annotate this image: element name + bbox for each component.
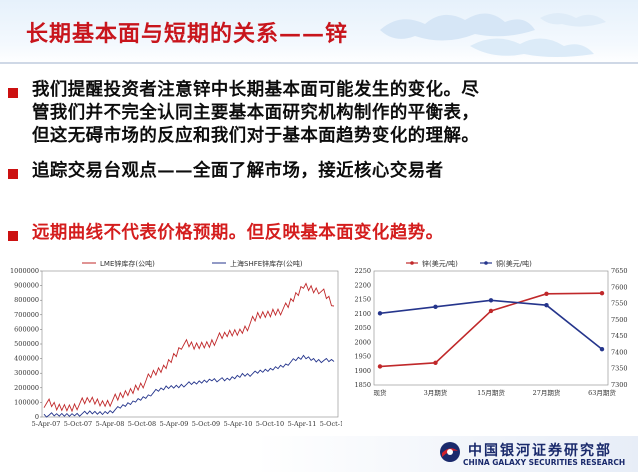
y-right-tick-label: 7450 [611,332,628,340]
bullet-1-line-1: 我们提醒投资者注意锌中长期基本面可能发生的变化。尽 [32,80,480,100]
legend-label: 铜(美元/吨) [496,259,532,268]
x-tick-label: 5-Apr-11 [288,420,317,428]
y-tick-label: 300000 [14,369,39,377]
title-divider [0,62,638,64]
series-line-shfe [43,354,335,418]
y-left-tick-label: 2050 [354,324,371,332]
data-point-copper [377,311,383,316]
data-point-copper [544,303,549,308]
x-category-label: 63月期货 [588,388,616,397]
y-right-tick-label: 7600 [611,283,628,291]
y-right-tick-label: 7500 [611,316,628,324]
y-tick-label: 0 [35,413,39,421]
x-tick-label: 5-Apr-08 [96,420,125,428]
logo-text-en: CHINA GALAXY SECURITIES RESEARCH [463,458,626,467]
y-tick-label: 600000 [14,325,39,333]
bullet-square-icon [8,88,18,98]
y-tick-label: 200000 [14,384,39,392]
y-right-tick-label: 7550 [611,300,628,308]
legend-marker [410,261,414,265]
bullet-square-icon [8,169,18,179]
legend-label: LME锌库存(公吨) [100,259,155,268]
bullet-1-line-2: 管我们并不完全认同主要基本面研究机构制作的平衡表， [32,103,480,123]
galaxy-logo-icon [440,442,460,462]
x-tick-label: 5-Apr-07 [32,420,61,428]
footer-band [0,436,638,472]
y-left-tick-label: 1900 [354,367,371,375]
y-tick-label: 1000000 [10,267,39,275]
y-tick-label: 400000 [14,355,39,363]
y-right-tick-label: 7400 [611,348,628,356]
plot-area [373,270,609,386]
bullet-2-line-1: 追踪交易台观点——全面了解市场，接近核心交易者 [32,161,444,181]
cloud-decoration [380,13,606,57]
bullet-3-line-1: 远期曲线不代表价格预期。但反映基本面变化趋势。 [32,223,444,243]
y-tick-label: 900000 [14,282,39,290]
y-tick-label: 800000 [14,296,39,304]
y-left-tick-label: 2100 [354,310,371,318]
y-right-tick-label: 7650 [611,267,628,275]
x-tick-label: 5-Oct-10 [256,420,284,428]
y-left-tick-label: 2250 [354,267,371,275]
data-point-copper [433,304,438,310]
x-category-label: 27月期货 [533,388,561,397]
x-tick-label: 5-Oct-09 [192,420,220,428]
x-category-label: 3月期货 [424,388,448,397]
data-point-copper [599,346,605,352]
data-point-zinc [488,308,494,314]
y-left-tick-label: 2150 [354,296,371,304]
data-point-zinc [433,360,438,365]
bullet-square-icon [8,231,18,241]
y-tick-label: 100000 [14,398,39,406]
x-tick-label: 5-Apr-09 [160,420,189,428]
title-band: 长期基本面与短期的关系——锌 [0,0,638,64]
data-point-zinc [599,291,605,296]
x-tick-label: 5-Apr-10 [224,420,253,428]
inventory-line-chart: 0 100000 200000 300000 400000 500000 600000 700… [10,259,342,428]
y-tick-label: 700000 [14,311,39,319]
x-tick-label: 5-Oct-11 [320,420,342,428]
x-tick-label: 5-Oct-08 [128,420,156,428]
bullet-1-line-3: 但这无碍市场的反应和我们对于基本面趋势变化的理解。 [32,126,480,146]
y-left-tick-label: 2200 [354,281,371,289]
y-left-tick-label: 2000 [354,338,371,346]
legend-label: 上海SHFE锌库存(公吨) [230,259,303,268]
y-right-tick-label: 7300 [611,381,628,389]
y-left-tick-label: 1950 [354,353,371,361]
x-tick-label: 5-Oct-07 [64,420,92,428]
data-point-copper [488,298,494,303]
data-point-zinc [544,291,549,296]
x-category-label: 现货 [374,388,388,397]
logo-text-cn: 中国银河证券研究部 [468,443,612,459]
y-left-tick-label: 1850 [354,381,371,389]
y-tick-label: 500000 [14,340,39,348]
forward-curve-chart: 1850 1900 1950 2000 2050 2100 2150 2200 2250 7300… [354,259,628,397]
x-category-label: 15月期货 [477,388,505,397]
data-point-zinc [377,364,383,369]
series-line-lme [43,282,335,413]
slide-title: 长期基本面与短期的关系——锌 [26,21,349,47]
y-right-tick-label: 7350 [611,365,628,373]
legend-label: 锌(美元/吨) [422,259,458,268]
legend-marker [484,261,488,265]
